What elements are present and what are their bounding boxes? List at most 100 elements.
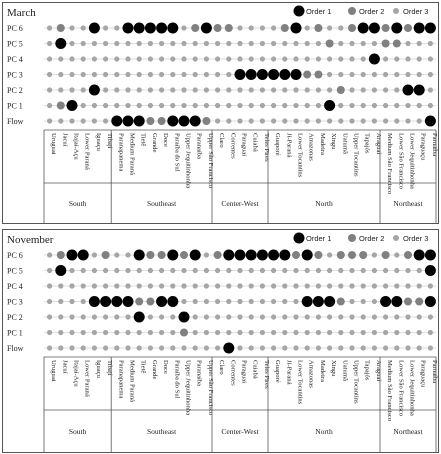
column-label: Paraíba do Sul	[173, 133, 180, 172]
column-label: Paranapanema	[117, 360, 124, 399]
legend-label: Order 3	[403, 234, 428, 243]
bubble-point	[371, 87, 377, 93]
bubble-point	[114, 329, 120, 336]
bubble-point	[427, 56, 433, 62]
bubble-point	[271, 283, 277, 289]
row-label: PC 1	[7, 329, 23, 338]
bubble-point	[192, 267, 198, 274]
bubble-point	[192, 329, 198, 336]
bubble-point	[427, 102, 433, 109]
bubble-point	[215, 267, 221, 274]
bubble-point	[170, 329, 176, 336]
bubble-point	[314, 70, 323, 79]
bubble-point	[103, 329, 109, 336]
column-label: Upper Jequitinhonha	[185, 133, 192, 188]
bubble-point	[80, 25, 86, 31]
panel-title: November	[7, 234, 54, 246]
bubble-point	[349, 118, 355, 124]
legend-label: Order 1	[306, 234, 331, 243]
bubble-point	[394, 71, 400, 78]
bubble-point	[304, 283, 310, 289]
region-label: Center-West	[221, 427, 259, 436]
bubble-point	[159, 87, 165, 93]
bubble-point	[282, 314, 288, 320]
bubble-point	[147, 71, 153, 78]
column-label: Tibají	[106, 133, 113, 149]
bubble-point	[237, 345, 243, 351]
bubble-point	[427, 283, 433, 289]
bubble-point	[125, 40, 131, 47]
bubble-point	[368, 53, 380, 65]
bubble-point	[192, 71, 198, 78]
column-label: Paranaíba	[196, 360, 203, 386]
region-label: North	[315, 427, 333, 436]
bubble-point	[114, 314, 120, 320]
bubble-point	[66, 100, 78, 111]
bubble-point	[114, 283, 120, 289]
bubble-point	[91, 283, 97, 289]
bubble-point	[203, 87, 209, 93]
bubble-point	[47, 102, 53, 109]
bubble-point	[114, 87, 120, 93]
bubble-point	[125, 329, 131, 336]
bubble-point	[135, 297, 144, 306]
bubble-point	[271, 298, 277, 305]
bubble-point	[416, 118, 422, 124]
row-label: PC 5	[7, 40, 23, 49]
bubble-point	[360, 345, 366, 351]
bubble-point	[371, 118, 377, 124]
bubble-point	[178, 115, 190, 127]
bubble-point	[170, 283, 176, 289]
column-label: Jacuí	[61, 133, 68, 147]
bubble-point	[237, 40, 243, 47]
legend-marker	[348, 7, 356, 15]
bubble-point	[371, 283, 377, 289]
bubble-point	[405, 40, 411, 47]
bubble-point	[156, 296, 168, 307]
bubble-point	[88, 84, 100, 96]
bubble-point	[293, 87, 299, 93]
column-label: Uruguai	[50, 133, 57, 155]
bubble-point	[314, 24, 323, 32]
bubble-point	[259, 25, 265, 31]
bubble-point	[383, 267, 389, 274]
bubble-point	[394, 283, 400, 289]
bubble-point	[282, 87, 288, 93]
bubble-point	[293, 118, 299, 124]
bubble-point	[47, 87, 53, 93]
bubble-point	[336, 297, 345, 306]
bubble-point	[405, 314, 411, 320]
legend-label: Order 2	[359, 7, 384, 16]
bubble-point	[371, 40, 377, 47]
bubble-point	[91, 40, 97, 47]
bubble-point	[293, 267, 299, 274]
bubble-point	[237, 56, 243, 62]
bubble-point	[282, 56, 288, 62]
bubble-point	[338, 71, 344, 78]
bubble-point	[223, 342, 235, 354]
column-label: Medium São Francisco	[386, 133, 393, 195]
bubble-point	[301, 296, 313, 307]
bubble-point	[259, 298, 265, 305]
column-label: Madeira	[319, 360, 326, 382]
bubble-point	[200, 22, 212, 34]
bubble-point	[170, 345, 176, 351]
bubble-point	[405, 329, 411, 336]
bubble-point	[259, 267, 265, 274]
bubble-point	[192, 314, 198, 320]
region-label: Southeast	[147, 427, 177, 436]
bubble-point	[427, 71, 433, 78]
bubble-point	[136, 267, 142, 274]
bubble-point	[357, 22, 369, 34]
bubble-point	[203, 267, 209, 274]
bubble-point	[47, 118, 53, 124]
column-label: Teles Pires	[263, 360, 270, 389]
bubble-point	[416, 329, 422, 336]
bubble-point	[371, 314, 377, 320]
bubble-point	[122, 22, 134, 34]
bubble-point	[125, 56, 131, 62]
row-label: PC 3	[7, 298, 23, 307]
bubble-point	[327, 25, 333, 31]
bubble-point	[237, 267, 243, 274]
bubble-point	[103, 25, 109, 31]
